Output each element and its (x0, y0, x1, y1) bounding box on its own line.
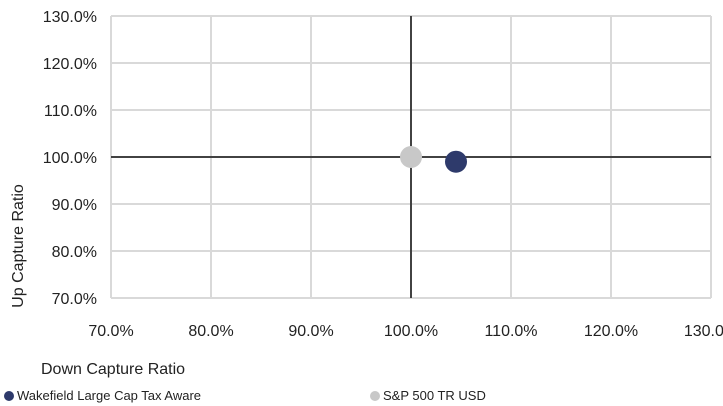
data-point-sp500 (400, 146, 422, 168)
x-tick-label: 100.0% (384, 323, 438, 340)
legend-item-wakefield: Wakefield Large Cap Tax Aware (4, 388, 201, 403)
legend-label: Wakefield Large Cap Tax Aware (17, 388, 202, 403)
x-tick-label: 120.0% (584, 323, 638, 340)
legend-marker-icon (370, 390, 380, 401)
data-point-wakefield (445, 150, 467, 173)
y-tick-label: 110.0% (44, 103, 97, 120)
x-tick-label: 110.0% (484, 323, 537, 340)
y-tick-label: 70.0% (52, 291, 97, 308)
x-tick-label: 70.0% (88, 323, 133, 340)
y-tick-label: 100.0% (43, 150, 97, 167)
y-tick-label: 80.0% (52, 244, 97, 261)
legend-marker-icon (4, 390, 14, 401)
y-axis-title: Up Capture Ratio (10, 184, 27, 308)
legend: Wakefield Large Cap Tax Aware S&P 500 TR… (4, 388, 719, 404)
x-tick-label: 80.0% (188, 323, 233, 340)
x-tick-label: 90.0% (288, 323, 333, 340)
x-axis-title: Down Capture Ratio (41, 361, 185, 378)
y-tick-labels: 70.0% 80.0% 90.0% 100.0% 110.0% 120.0% 130.0% (43, 9, 97, 308)
y-tick-label: 130.0% (43, 9, 97, 26)
data-points (400, 146, 467, 173)
legend-item-sp500: S&P 500 TR USD (370, 388, 486, 403)
y-tick-label: 120.0% (43, 56, 97, 73)
x-tick-labels: 70.0% 80.0% 90.0% 100.0% 110.0% 120.0% 130.0% (88, 323, 723, 340)
y-tick-label: 90.0% (52, 197, 97, 214)
x-tick-label: 130.0% (684, 323, 723, 340)
legend-label: S&P 500 TR USD (383, 388, 486, 403)
